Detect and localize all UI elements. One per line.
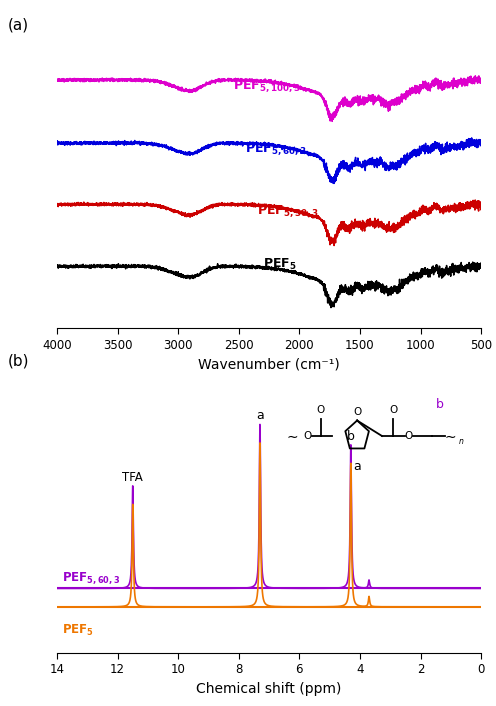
X-axis label: Chemical shift (ppm): Chemical shift (ppm) — [196, 682, 342, 696]
Text: a: a — [353, 460, 361, 472]
Text: $\mathbf{PEF_{5}}$: $\mathbf{PEF_{5}}$ — [62, 623, 93, 638]
Text: (a): (a) — [7, 18, 29, 32]
X-axis label: Wavenumber (cm⁻¹): Wavenumber (cm⁻¹) — [198, 357, 340, 371]
Text: $\sim$: $\sim$ — [284, 429, 299, 443]
Text: $\mathbf{PEF_{5,30,3}}$: $\mathbf{PEF_{5,30,3}}$ — [257, 203, 319, 219]
Text: $_n$: $_n$ — [458, 437, 465, 447]
Text: $\mathbf{PEF_{5,100,3}}$: $\mathbf{PEF_{5,100,3}}$ — [233, 79, 301, 95]
Text: $\mathbf{PEF_{5}}$: $\mathbf{PEF_{5}}$ — [263, 257, 297, 273]
Text: b: b — [347, 430, 355, 443]
Text: O: O — [316, 405, 325, 415]
Text: $\sim$: $\sim$ — [442, 429, 457, 443]
Text: $\mathbf{PEF_{5,60,3}}$: $\mathbf{PEF_{5,60,3}}$ — [62, 570, 120, 587]
Text: TFA: TFA — [123, 471, 143, 484]
Text: O: O — [304, 431, 311, 441]
Text: O: O — [389, 405, 398, 415]
Text: $\mathbf{PEF_{5,60,3}}$: $\mathbf{PEF_{5,60,3}}$ — [245, 140, 307, 157]
Text: a: a — [256, 409, 264, 422]
Text: (b): (b) — [7, 353, 29, 368]
Text: b: b — [436, 398, 444, 411]
Text: O: O — [404, 431, 413, 441]
Text: O: O — [353, 407, 361, 417]
